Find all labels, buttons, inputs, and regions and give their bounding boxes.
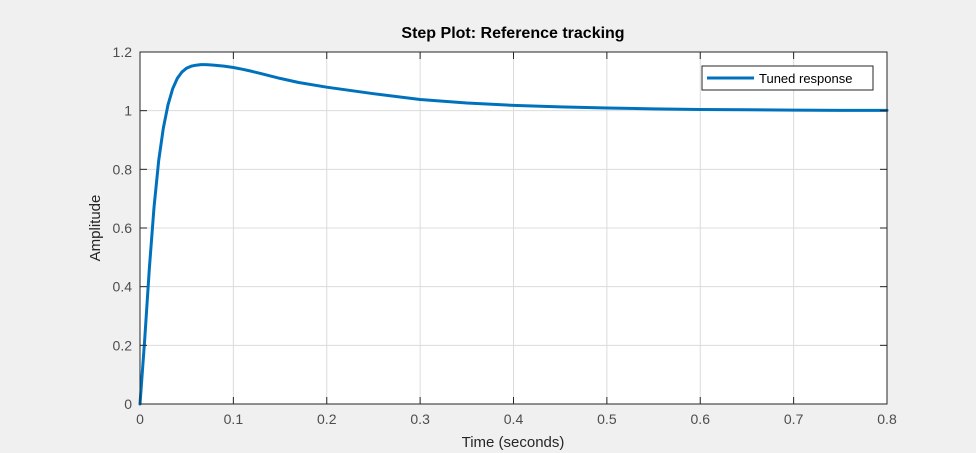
y-tick-label: 0.6 (113, 220, 133, 236)
x-tick-label: 0.5 (597, 411, 617, 427)
y-tick-label: 0 (124, 396, 132, 412)
legend-entry-tuned-response: Tuned response (759, 71, 852, 86)
x-tick-label: 0.7 (784, 411, 804, 427)
x-tick-label: 0.6 (691, 411, 711, 427)
x-tick-label: 0.8 (877, 411, 897, 427)
x-tick-label: 0.1 (224, 411, 244, 427)
y-tick-label: 0.8 (113, 161, 133, 177)
tick-layer: 0 0.1 0.2 0.3 0.4 0.5 0.6 0.7 0.8 0 0.2 0.4 0.6 0.8 1 1… (113, 44, 897, 427)
x-tick-label: 0.3 (410, 411, 430, 427)
chart-title: Step Plot: Reference tracking (401, 25, 624, 42)
x-axis-label: Time (seconds) (462, 434, 565, 451)
y-tick-label: 1.2 (113, 44, 133, 60)
x-tick-label: 0.4 (504, 411, 524, 427)
y-tick-label: 1 (124, 103, 132, 119)
grid-lines (140, 52, 887, 404)
y-axis-label: Amplitude (87, 195, 104, 262)
y-tick-label: 0.4 (113, 279, 133, 295)
y-tick-label: 0.2 (113, 337, 133, 353)
series-layer (138, 63, 889, 406)
x-tick-label: 0.2 (317, 411, 337, 427)
legend: Tuned response (701, 65, 874, 91)
x-tick-label: 0 (136, 411, 144, 427)
series-line-tuned-response (138, 63, 889, 406)
